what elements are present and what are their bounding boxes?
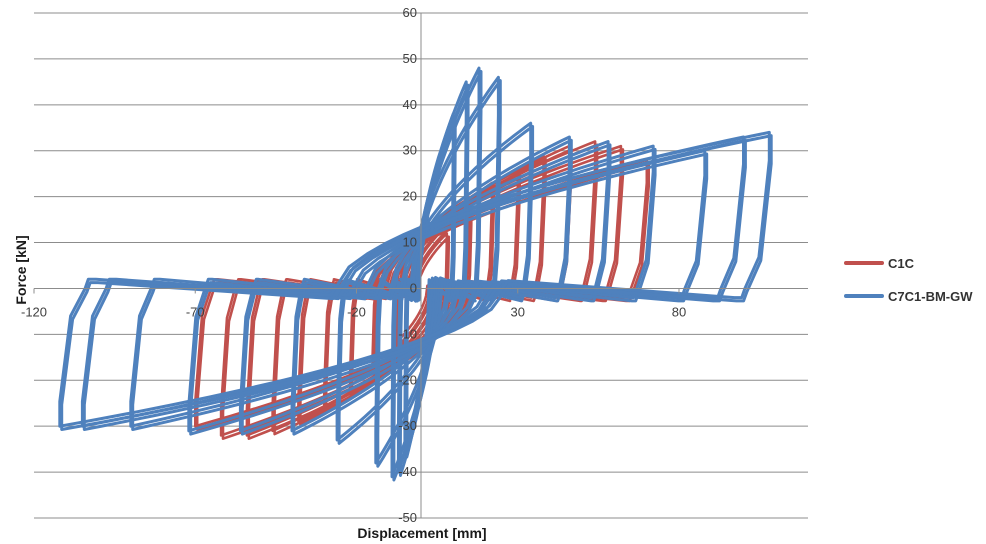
- y-axis-title: Force [kN]: [13, 235, 29, 304]
- hysteresis-loop: [292, 138, 573, 436]
- hysteresis-loop: [131, 152, 709, 431]
- x-tick-label: 80: [672, 304, 686, 319]
- legend: C1C C7C1-BM-GW: [844, 256, 973, 304]
- y-tick-label: -40: [398, 464, 417, 479]
- axis-layer: [33, 13, 808, 518]
- y-tick-label: -30: [398, 418, 417, 433]
- hysteresis-loop: [240, 143, 612, 436]
- hysteresis-loop: [337, 125, 535, 445]
- y-tick-label: 10: [403, 235, 417, 250]
- y-tick-label: -50: [398, 510, 417, 525]
- label-layer: -50 -40 -30 -20 -10 0 10 20 30 40 50 60 -120 -70 -20 30…: [21, 5, 686, 525]
- hysteresis-loop: [335, 121, 533, 442]
- series-c7c1-bm-gw: [58, 66, 773, 482]
- legend-label-c7c1-bm-gw: C7C1-BM-GW: [888, 289, 973, 304]
- hysteresis-loop: [374, 75, 500, 465]
- hysteresis-loop: [60, 134, 773, 431]
- y-tick-label: 60: [403, 5, 417, 20]
- hysteresis-loop: [392, 69, 483, 482]
- hysteresis-loop: [238, 140, 610, 433]
- x-axis-title: Displacement [mm]: [357, 525, 486, 541]
- x-tick-label: 30: [511, 304, 525, 319]
- legend-label-c1c: C1C: [888, 256, 915, 271]
- y-tick-label: 50: [403, 51, 417, 66]
- y-tick-label: -10: [398, 326, 417, 341]
- x-tick-label: -20: [347, 304, 366, 319]
- y-tick-label: 20: [403, 189, 417, 204]
- hysteresis-loop: [390, 66, 481, 479]
- y-tick-label: 30: [403, 143, 417, 158]
- hysteresis-loop: [376, 79, 502, 468]
- y-tick-label: -20: [398, 372, 417, 387]
- y-tick-label: 40: [403, 97, 417, 112]
- hysteresis-loop: [58, 130, 771, 428]
- x-tick-label: -70: [186, 304, 205, 319]
- x-tick-label: -120: [21, 304, 47, 319]
- y-tick-label: 0: [410, 280, 417, 295]
- series-layer: [58, 66, 773, 482]
- hysteresis-loop: [290, 135, 571, 433]
- hysteresis-loop: [129, 149, 707, 428]
